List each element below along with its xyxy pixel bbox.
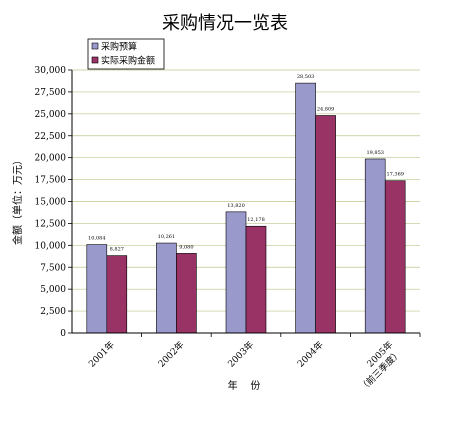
bar-actual	[315, 115, 336, 334]
axes	[71, 70, 421, 337]
bar-actual	[106, 255, 128, 334]
legend-label-budget: 采购预算	[101, 41, 137, 53]
bar-value-label: 28,503	[297, 74, 315, 80]
bar-actual	[245, 225, 267, 334]
y-tick-label: 2,500	[40, 307, 66, 317]
category-label: 2003年	[225, 339, 256, 370]
bar-value-label: 10,261	[158, 234, 176, 240]
y-tick-label: 10,000	[35, 241, 67, 251]
y-tick-label: 12,500	[35, 219, 67, 229]
y-tick-label: 20,000	[35, 154, 67, 164]
category-label: 2001年	[86, 339, 117, 370]
category-label-line: 2001年	[86, 339, 117, 370]
category-label: 2004年	[295, 339, 326, 370]
bar-value-label: 9,080	[179, 244, 193, 250]
y-tick-label: 7,500	[40, 263, 66, 273]
y-tick-label: 30,000	[35, 66, 67, 76]
y-axis-label: 金额（单位：万元）	[11, 155, 24, 245]
bar-value-label: 12,178	[247, 217, 265, 223]
y-tick-label: 15,000	[35, 198, 67, 208]
y-tick-label: 22,500	[35, 132, 67, 142]
chart-title: 采购情况一览表	[162, 13, 288, 34]
y-tick-label: 17,500	[35, 176, 67, 186]
legend-swatch-budget	[91, 42, 99, 50]
legend: 采购预算 实际采购金额	[87, 38, 165, 70]
bar-budget	[156, 242, 177, 334]
bar-value-label: 19,853	[366, 150, 384, 156]
bar-value-label: 10,084	[88, 236, 106, 242]
bar-value-label: 8,827	[110, 247, 124, 253]
bars	[86, 82, 406, 334]
bar-value-label: 24,809	[317, 107, 335, 113]
y-tick-label: 5,000	[40, 285, 66, 295]
category-label-line: 2002年	[155, 339, 186, 370]
category-label: 2005年（前三季度）	[357, 339, 404, 394]
bar-value-label: 17,369	[386, 172, 404, 178]
y-axis-ticks: 0 2,500 5,000 7,500 10,000 12,500 15,000 17,500…	[35, 66, 72, 339]
x-axis-label: 年 份	[228, 379, 261, 392]
legend-box	[87, 38, 165, 70]
bar-actual	[384, 180, 406, 334]
y-tick-label: 0	[60, 329, 66, 339]
bar-budget	[364, 158, 386, 334]
bar-value-label: 13,820	[227, 203, 245, 209]
bar-budget	[295, 82, 316, 334]
y-tick-label: 25,000	[35, 110, 67, 120]
bar-budget	[86, 244, 108, 334]
category-label-line: 2004年	[295, 339, 326, 370]
y-tick-label: 27,500	[35, 88, 67, 98]
category-label-line: 2003年	[225, 339, 256, 370]
category-label: 2002年	[155, 339, 186, 370]
legend-swatch-actual	[91, 56, 99, 64]
bar-actual	[176, 253, 197, 334]
gridlines	[72, 69, 420, 312]
bar-budget	[225, 211, 247, 334]
legend-label-actual: 实际采购金额	[101, 55, 155, 67]
